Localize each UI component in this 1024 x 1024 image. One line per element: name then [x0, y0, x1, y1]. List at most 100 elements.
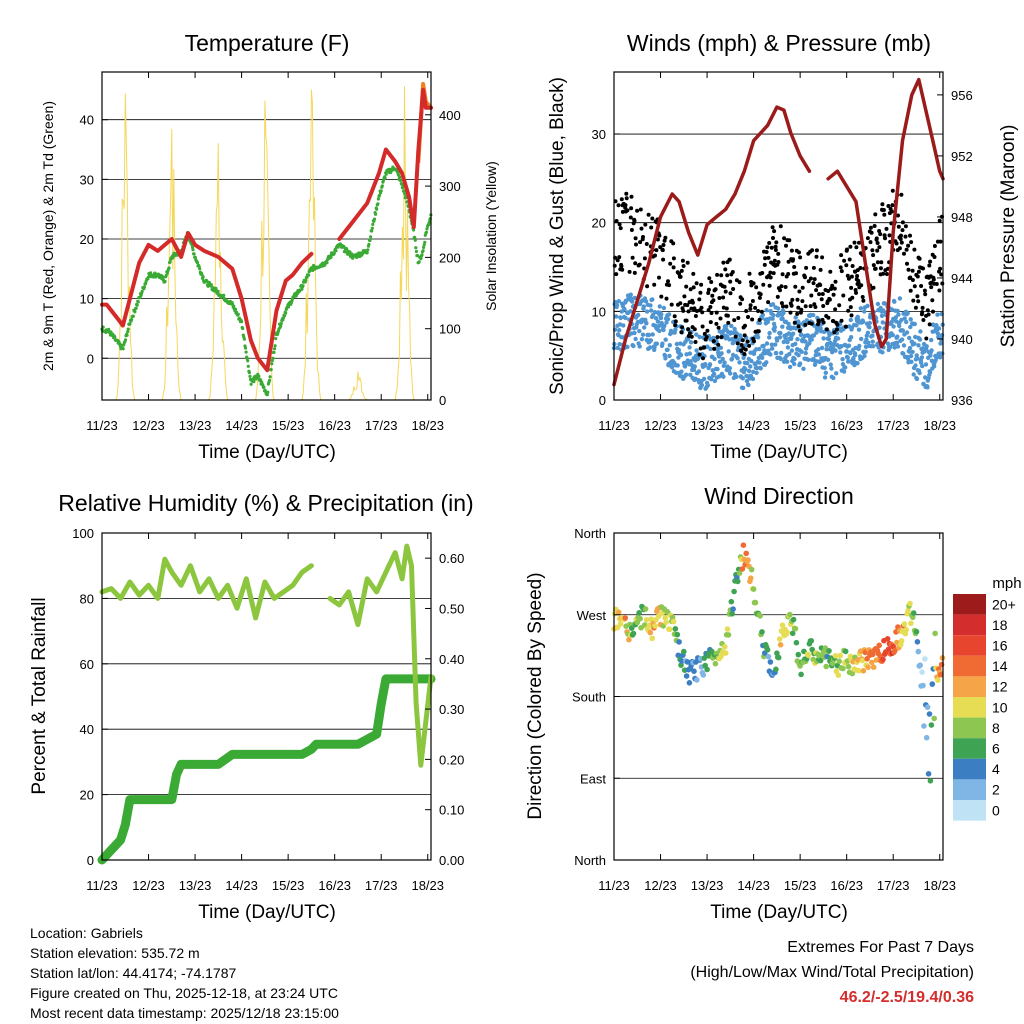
wind-point [899, 337, 905, 342]
wind-point [919, 355, 925, 360]
direction-point [792, 625, 799, 632]
gust-point [934, 282, 939, 286]
dewpoint-point [161, 276, 165, 280]
x-tick-label: 17/23 [877, 878, 910, 893]
direction-point [729, 611, 735, 617]
wind-point [916, 343, 921, 348]
gust-point [624, 196, 629, 201]
dewpoint-point [279, 321, 283, 326]
wind-point [648, 338, 654, 343]
wind-point [674, 341, 680, 347]
wind-point [720, 356, 725, 362]
dewpoint-point [283, 314, 287, 318]
dewpoint-point [126, 327, 130, 331]
gust-point [771, 271, 776, 276]
humidity-title: Relative Humidity (%) & Precipitation (i… [58, 490, 473, 516]
gust-point [623, 203, 628, 208]
direction-point [929, 681, 936, 687]
gust-point [923, 292, 928, 297]
wind-point [816, 352, 821, 357]
gust-point [806, 279, 811, 284]
gust-point [827, 297, 832, 302]
gust-point [743, 347, 748, 352]
gust-point [738, 301, 743, 306]
direction-point [908, 620, 914, 627]
gust-point [922, 288, 927, 293]
gust-point [772, 229, 777, 234]
gust-point [637, 262, 642, 267]
wind-point [940, 351, 945, 356]
gust-point [708, 320, 713, 325]
direction-point [767, 659, 774, 665]
dewpoint-point [121, 347, 125, 351]
gust-point [916, 269, 921, 274]
direction-point [849, 670, 856, 677]
gust-point [758, 292, 763, 297]
wind-point [711, 371, 717, 377]
gust-point [878, 266, 883, 271]
gust-point [875, 248, 880, 253]
wind-point [614, 314, 619, 319]
wind-point [767, 335, 772, 340]
wind-point [678, 352, 684, 358]
wind-point [892, 345, 897, 350]
gust-point [884, 272, 889, 276]
gust-point [904, 247, 909, 252]
direction-point [674, 631, 681, 638]
gust-point [817, 292, 822, 297]
direction-point [835, 672, 842, 678]
y2-tick-label: 944 [951, 271, 973, 286]
dewpoint-point [412, 228, 416, 232]
gust-point [915, 294, 920, 299]
direction-point [748, 575, 754, 581]
dewpoint-point [424, 230, 428, 234]
dewpoint-point [417, 260, 421, 264]
direction-point [805, 652, 812, 659]
gust-point [746, 315, 750, 319]
wind-point [735, 356, 740, 361]
gust-point [756, 329, 761, 334]
x-tick-label: 15/23 [784, 418, 817, 433]
solar-spike [207, 143, 231, 401]
gust-point [709, 311, 714, 315]
wind-point [632, 330, 637, 336]
gust-point [614, 272, 619, 277]
wind-point [760, 312, 766, 318]
wind-point [642, 325, 647, 330]
wind-point [780, 324, 785, 329]
gust-point [890, 203, 895, 208]
y2-tick-label: 956 [951, 88, 973, 103]
gust-point [716, 325, 721, 330]
dewpoint-point [370, 229, 374, 233]
direction-point [647, 629, 654, 636]
direction-point [676, 639, 682, 645]
x-tick-label: 18/23 [411, 418, 444, 433]
y2-tick-label: 0.40 [439, 652, 464, 667]
gust-point [884, 226, 889, 231]
wind-point [787, 364, 793, 370]
wind-point [819, 345, 825, 351]
wind-point [814, 330, 819, 335]
gust-point [784, 243, 788, 248]
direction-point [928, 722, 935, 728]
direction-point [905, 607, 911, 614]
wind-point [758, 366, 763, 371]
x-tick-label: 11/23 [86, 418, 118, 433]
gust-point [839, 253, 844, 258]
gust-point [657, 275, 661, 280]
direction-point [789, 630, 796, 637]
gust-point [732, 318, 737, 323]
wind-point [665, 316, 671, 322]
direction-point [765, 653, 772, 660]
wind-point [934, 355, 939, 360]
direction-point [683, 673, 690, 679]
wind-point [701, 376, 707, 382]
dewpoint-point [376, 197, 380, 201]
wind-point [826, 336, 831, 342]
gust-point [910, 268, 915, 273]
dewpoint-point [236, 312, 240, 316]
dewpoint-point [140, 289, 144, 293]
wind-point [654, 341, 659, 346]
gust-point [786, 259, 791, 264]
gust-point [813, 305, 818, 309]
